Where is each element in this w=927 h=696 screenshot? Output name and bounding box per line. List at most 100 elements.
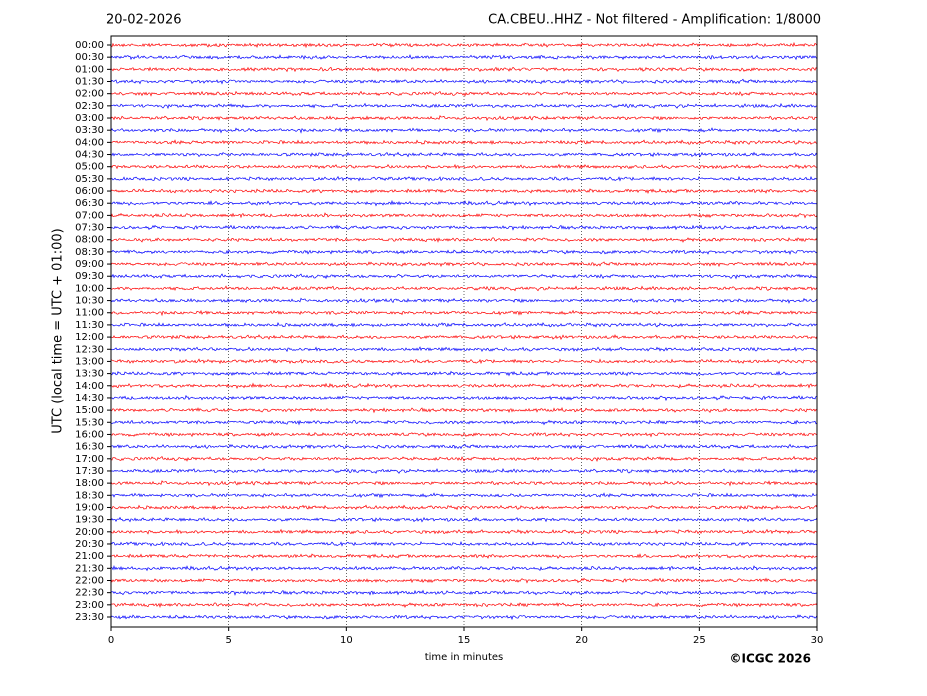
y-tick-label: 16:00 — [75, 429, 104, 440]
trace — [110, 199, 818, 207]
y-tick-label: 22:30 — [75, 588, 104, 599]
trace — [110, 163, 818, 170]
trace — [110, 492, 818, 499]
x-tick-label: 0 — [108, 635, 114, 646]
y-tick-label: 05:30 — [75, 174, 104, 185]
trace — [110, 41, 818, 49]
y-tick-label: 03:00 — [75, 113, 104, 124]
y-tick-label: 02:30 — [75, 101, 104, 112]
trace — [110, 139, 818, 146]
y-tick-label: 18:30 — [75, 490, 104, 501]
y-tick-label: 12:30 — [75, 344, 104, 355]
y-tick-label: 11:00 — [75, 308, 104, 319]
y-tick-label: 21:00 — [75, 551, 104, 562]
trace — [110, 553, 818, 560]
trace — [110, 504, 818, 511]
y-tick-label: 21:30 — [75, 563, 104, 574]
trace — [110, 419, 818, 426]
trace — [110, 212, 818, 219]
trace — [110, 480, 818, 487]
y-tick-label: 09:00 — [75, 259, 104, 270]
trace — [110, 297, 818, 304]
trace — [110, 358, 818, 365]
y-tick-label: 00:00 — [75, 40, 104, 51]
trace — [110, 237, 818, 243]
chart-title: CA.CBEU..HHZ - Not filtered - Amplificat… — [488, 13, 821, 28]
y-tick-label: 08:30 — [75, 247, 104, 258]
trace — [110, 188, 818, 194]
y-tick-label: 10:30 — [75, 296, 104, 307]
y-tick-label: 17:30 — [75, 466, 104, 477]
trace — [110, 394, 818, 402]
trace — [110, 309, 818, 317]
trace — [110, 516, 818, 523]
y-tick-label: 07:30 — [75, 223, 104, 234]
y-tick-label: 22:00 — [75, 575, 104, 586]
y-tick-label: 03:30 — [75, 125, 104, 136]
y-tick-label: 15:30 — [75, 417, 104, 428]
trace — [110, 589, 818, 596]
trace — [110, 370, 818, 377]
trace — [110, 102, 818, 110]
trace — [110, 285, 818, 292]
y-tick-label: 20:00 — [75, 527, 104, 538]
trace — [110, 577, 818, 584]
y-tick-label: 04:00 — [75, 137, 104, 148]
y-tick-label: 09:30 — [75, 271, 104, 282]
trace — [110, 249, 818, 255]
y-tick-label: 23:30 — [75, 612, 104, 623]
trace — [110, 455, 818, 463]
y-tick-label: 11:30 — [75, 320, 104, 331]
y-tick-label: 04:30 — [75, 150, 104, 161]
trace — [110, 346, 818, 353]
trace — [110, 66, 818, 73]
trace — [110, 115, 818, 122]
y-tick-label: 23:00 — [75, 600, 104, 611]
trace — [110, 175, 818, 182]
y-tick-label: 14:30 — [75, 393, 104, 404]
trace — [110, 540, 818, 547]
trace — [110, 407, 818, 414]
y-tick-label: 17:00 — [75, 454, 104, 465]
y-tick-label: 13:00 — [75, 356, 104, 367]
y-tick-label: 16:30 — [75, 442, 104, 453]
x-axis-label: time in minutes — [425, 652, 504, 663]
trace — [110, 431, 818, 438]
x-tick-label: 10 — [340, 635, 353, 646]
date: 20-02-2026 — [106, 13, 182, 28]
trace — [110, 334, 818, 340]
x-tick-label: 30 — [811, 635, 824, 646]
y-tick-label: 18:00 — [75, 478, 104, 489]
y-tick-label: 06:00 — [75, 186, 104, 197]
y-tick-label: 14:00 — [75, 381, 104, 392]
trace — [110, 468, 818, 474]
y-tick-label: 13:30 — [75, 369, 104, 380]
y-tick-label: 07:00 — [75, 210, 104, 221]
trace — [110, 443, 818, 450]
trace — [110, 322, 818, 328]
x-tick-label: 5 — [225, 635, 231, 646]
y-tick-label: 01:00 — [75, 64, 104, 75]
y-tick-label: 15:00 — [75, 405, 104, 416]
y-tick-label: 12:00 — [75, 332, 104, 343]
x-tick-label: 25 — [693, 635, 706, 646]
trace — [110, 127, 818, 134]
trace — [110, 564, 818, 572]
trace — [110, 224, 818, 231]
trace — [110, 151, 818, 158]
x-tick-label: 20 — [575, 635, 588, 646]
copyright: ©ICGC 2026 — [729, 652, 811, 666]
trace — [110, 90, 818, 97]
trace — [110, 54, 818, 61]
trace — [110, 614, 818, 621]
x-tick-label: 15 — [458, 635, 471, 646]
trace — [110, 602, 818, 609]
plot-frame — [110, 35, 818, 628]
y-tick-label: 02:00 — [75, 89, 104, 100]
trace — [110, 78, 818, 85]
y-tick-label: 10:00 — [75, 283, 104, 294]
y-tick-label: 06:30 — [75, 198, 104, 209]
y-tick-label: 01:30 — [75, 77, 104, 88]
trace — [110, 261, 818, 268]
